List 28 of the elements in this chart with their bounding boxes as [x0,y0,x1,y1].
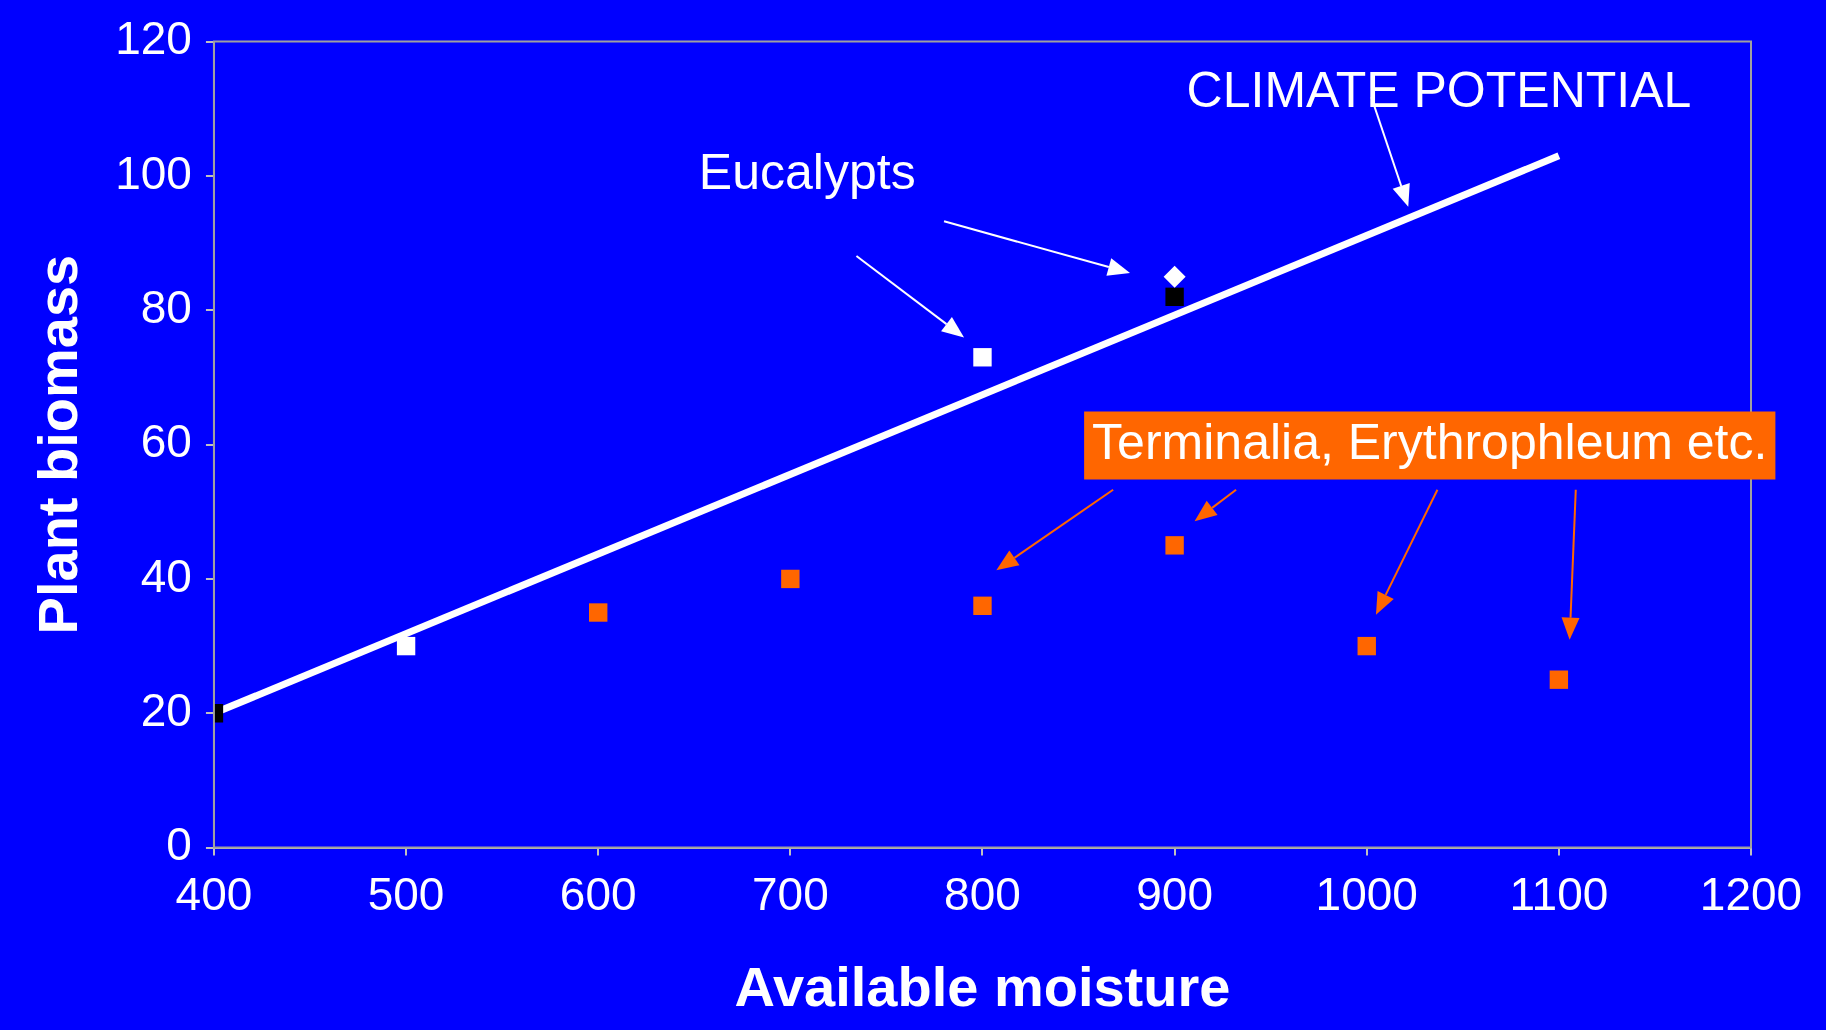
x-tick-label: 1000 [1315,867,1418,920]
point [1357,636,1376,656]
y-tick-label: 120 [115,12,192,65]
x-tick-label: 1200 [1699,867,1803,920]
point [589,603,608,622]
y-tick-label: 20 [140,683,192,736]
annotation: Terminalia, Erythrophleum etc. [1092,414,1768,471]
point [781,569,800,589]
point [396,636,416,656]
annotation: Eucalypts [698,144,916,201]
annotation: CLIMATE POTENTIAL [1186,61,1692,118]
x-tick-label: 700 [751,867,829,920]
point [1549,670,1569,689]
x-tick-label: 900 [1136,867,1213,920]
y-tick-label: 100 [115,146,192,199]
point [1163,265,1186,288]
y-tick-label: 60 [140,415,192,468]
point [973,596,992,615]
point [1165,536,1184,555]
x-tick-label: 500 [367,867,445,920]
x-tick-label: 600 [559,867,637,920]
x-tick-label: 1100 [1509,867,1609,920]
y-tick-label: 80 [140,280,192,333]
y-tick-label: 40 [140,549,192,602]
y-axis-title: Plant biomass [26,254,90,635]
point [973,348,992,367]
x-tick-label: 800 [944,867,1021,920]
x-axis-title: Available moisture [734,954,1231,1018]
